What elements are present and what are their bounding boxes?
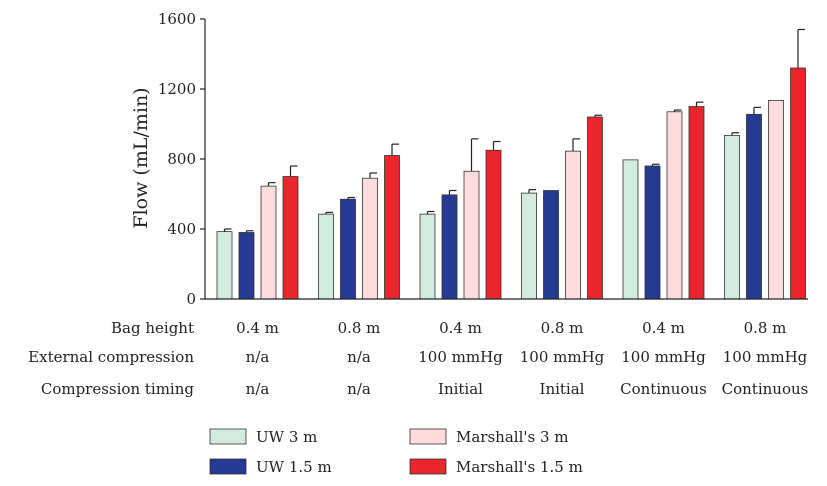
bars-layer bbox=[216, 28, 806, 300]
y-tick-label-400: 400 bbox=[167, 220, 196, 238]
bar-marshall-s-3-m-4 bbox=[666, 111, 683, 300]
legend-swatch-marshall-s-1-5-m bbox=[409, 458, 447, 475]
row-label-compression-timing: Compression timing bbox=[41, 380, 195, 398]
cat-compression-timing-1: n/a bbox=[347, 380, 371, 398]
bar-marshall-s-3-m-3 bbox=[565, 150, 581, 300]
bar-uw-3-m-5 bbox=[724, 134, 740, 300]
cat-bag-height-2: 0.4 m bbox=[439, 319, 482, 337]
legend-swatch-uw-1-5-m bbox=[209, 458, 247, 475]
bar-marshall-s-3-m-0 bbox=[260, 185, 277, 300]
y-tick-label-1600: 1600 bbox=[158, 10, 196, 28]
cat-external-compression-5: 100 mmHg bbox=[723, 348, 808, 366]
y-axis: 0 400 800 1200 1600 bbox=[158, 10, 808, 308]
cat-bag-height-4: 0.4 m bbox=[642, 319, 685, 337]
bar-uw-1-5-m-5 bbox=[746, 113, 762, 300]
cat-bag-height-1: 0.8 m bbox=[338, 319, 381, 337]
bar-marshall-s-3-m-5 bbox=[768, 99, 784, 300]
cat-bag-height-0: 0.4 m bbox=[236, 319, 279, 337]
row-label-bag-height: Bag height bbox=[111, 319, 194, 337]
cat-external-compression-4: 100 mmHg bbox=[621, 348, 706, 366]
cat-bag-height-5: 0.8 m bbox=[744, 319, 787, 337]
cat-compression-timing-4: Continuous bbox=[620, 380, 707, 398]
bar-marshall-s-1-5-m-3 bbox=[587, 116, 603, 300]
bar-uw-3-m-3 bbox=[521, 192, 537, 300]
cat-external-compression-0: n/a bbox=[246, 348, 270, 366]
bar-uw-1-5-m-0 bbox=[238, 232, 255, 300]
cat-bag-height-3: 0.8 m bbox=[541, 319, 584, 337]
cat-compression-timing-0: n/a bbox=[246, 380, 270, 398]
row-label-external-compression: External compression bbox=[28, 348, 194, 366]
bar-marshall-s-1-5-m-0 bbox=[282, 176, 299, 300]
legend-swatch-uw-3-m bbox=[209, 428, 247, 445]
cat-compression-timing-5: Continuous bbox=[722, 380, 809, 398]
legend-label-marshall-s-3-m: Marshall's 3 m bbox=[456, 428, 569, 446]
bar-uw-3-m-2 bbox=[419, 213, 436, 300]
bar-uw-3-m-1 bbox=[318, 213, 334, 300]
bar-marshall-s-1-5-m-2 bbox=[485, 149, 502, 300]
legend: UW 3 m UW 1.5 m Marshall's 3 m Marshall's 1… bbox=[209, 428, 583, 476]
bar-marshall-s-1-5-m-5 bbox=[790, 67, 806, 300]
bar-uw-1-5-m-2 bbox=[441, 194, 458, 300]
cat-compression-timing-3: Initial bbox=[540, 380, 585, 398]
bar-uw-1-5-m-3 bbox=[543, 190, 559, 300]
legend-label-marshall-s-1-5-m: Marshall's 1.5 m bbox=[456, 458, 583, 476]
bar-marshall-s-1-5-m-1 bbox=[384, 155, 400, 300]
legend-label-uw-1-5-m: UW 1.5 m bbox=[256, 458, 332, 476]
category-table: Bag height 0.4 m 0.8 m 0.4 m 0.8 m 0.4 m 0.8 m… bbox=[28, 319, 808, 398]
cat-external-compression-1: n/a bbox=[347, 348, 371, 366]
bar-uw-3-m-0 bbox=[216, 231, 233, 300]
y-axis-title: Flow (mL/min) bbox=[130, 87, 152, 228]
bar-uw-1-5-m-1 bbox=[340, 198, 356, 300]
bar-uw-3-m-4 bbox=[622, 159, 639, 300]
y-tick-label-0: 0 bbox=[186, 290, 196, 308]
legend-label-uw-3-m: UW 3 m bbox=[256, 428, 317, 446]
bar-marshall-s-1-5-m-4 bbox=[688, 106, 705, 300]
y-tick-label-800: 800 bbox=[167, 150, 196, 168]
bar-uw-1-5-m-4 bbox=[644, 165, 661, 300]
y-tick-label-1200: 1200 bbox=[158, 80, 196, 98]
cat-compression-timing-2: Initial bbox=[438, 380, 483, 398]
bar-marshall-s-3-m-1 bbox=[362, 177, 378, 300]
bar-marshall-s-3-m-2 bbox=[463, 170, 480, 300]
cat-external-compression-3: 100 mmHg bbox=[520, 348, 605, 366]
legend-swatch-marshall-s-3-m bbox=[409, 428, 447, 445]
cat-external-compression-2: 100 mmHg bbox=[418, 348, 503, 366]
